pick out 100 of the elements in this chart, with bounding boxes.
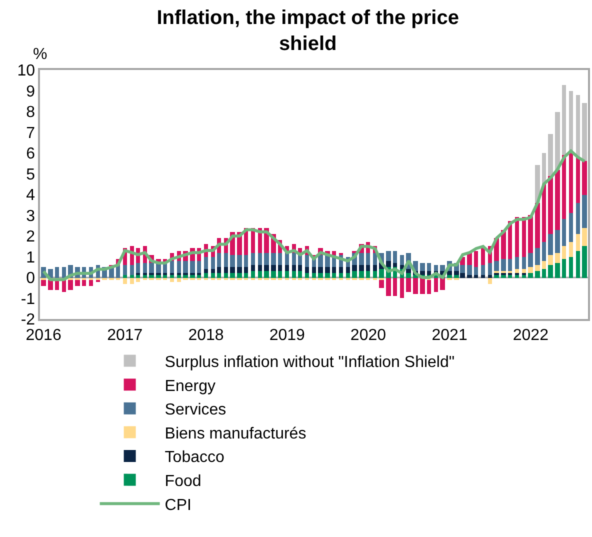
bar [569,151,573,213]
bar [271,253,276,265]
bar [535,271,540,278]
bar [548,176,553,234]
bar [325,273,330,278]
x-tick-label: 2019 [269,326,306,344]
bar [352,265,357,271]
bar [211,273,215,278]
bar [143,275,147,278]
bar [224,273,228,278]
bar [528,273,533,278]
bar [555,170,560,230]
bar [55,280,59,290]
bar [292,253,296,265]
y-tick-label: 4 [26,187,36,204]
bar [515,257,519,269]
y-tick-label: 5 [26,166,36,184]
chart-title: Inflation, the impact of the price shield [156,7,459,55]
legend-label: Surplus inflation without "Inflation Shield" [164,354,455,372]
bar [292,265,296,271]
bar [230,267,235,273]
bar [542,261,546,269]
bar [542,184,546,242]
bar [244,273,248,278]
bar [143,263,147,273]
bar [508,275,512,278]
bar [576,203,580,234]
bar [562,246,566,259]
bar [318,267,323,273]
bar [177,275,181,278]
bar [264,253,269,265]
bar [170,275,174,278]
y-tick-label: 3 [26,208,36,225]
bar [569,242,573,257]
bar [488,275,492,278]
bar [420,271,425,275]
bar [535,248,540,265]
bar [494,261,499,271]
bar [332,251,336,255]
bar [251,271,255,278]
bar [427,271,431,275]
bar [569,213,573,242]
bar [271,271,276,278]
bar [400,265,404,269]
line-series [42,149,586,282]
bar [373,265,377,271]
bar [204,269,208,273]
y-tick-label: 10 [17,62,36,80]
y-tick-label: -1 [20,290,36,308]
bar [420,278,425,294]
bar [237,273,242,278]
y-tick-label: 0 [26,270,36,288]
bar [555,230,560,253]
bar [434,265,438,271]
bar [555,253,560,263]
bar [346,273,350,278]
bar [224,267,228,273]
bar [197,261,201,273]
bar [515,217,519,257]
bar [305,267,309,273]
bar [204,257,208,269]
legend-label: Food [164,473,202,490]
bar [237,255,242,267]
bar [130,278,134,284]
bar [149,275,154,278]
bar [528,267,533,273]
bar [542,153,546,184]
x-tick-label: 2016 [26,326,62,344]
y-tick-label: 7 [26,124,36,142]
x-tick-label: 2021 [432,326,468,344]
bar [251,253,255,265]
bar [467,253,472,265]
bar [204,273,208,278]
y-tick-label: 8 [26,104,36,122]
bar [359,253,364,265]
bar [264,271,269,278]
bar [440,265,445,271]
bar [427,280,431,294]
bar [393,278,397,296]
bar [224,253,228,267]
bar [123,275,127,278]
bar [379,269,384,278]
bar [68,280,73,290]
bar [535,265,540,271]
bar [197,275,201,278]
bar [75,280,80,286]
bar [264,265,269,271]
bar [217,273,221,278]
bar [528,215,533,253]
bar [373,253,377,265]
bar [576,234,580,251]
bar [582,161,587,195]
bar [542,269,546,278]
bar [82,280,86,286]
bar [548,134,553,176]
bar [217,267,221,273]
bar [278,253,282,265]
bar [467,265,472,275]
bar [278,271,282,278]
bar [130,275,134,278]
